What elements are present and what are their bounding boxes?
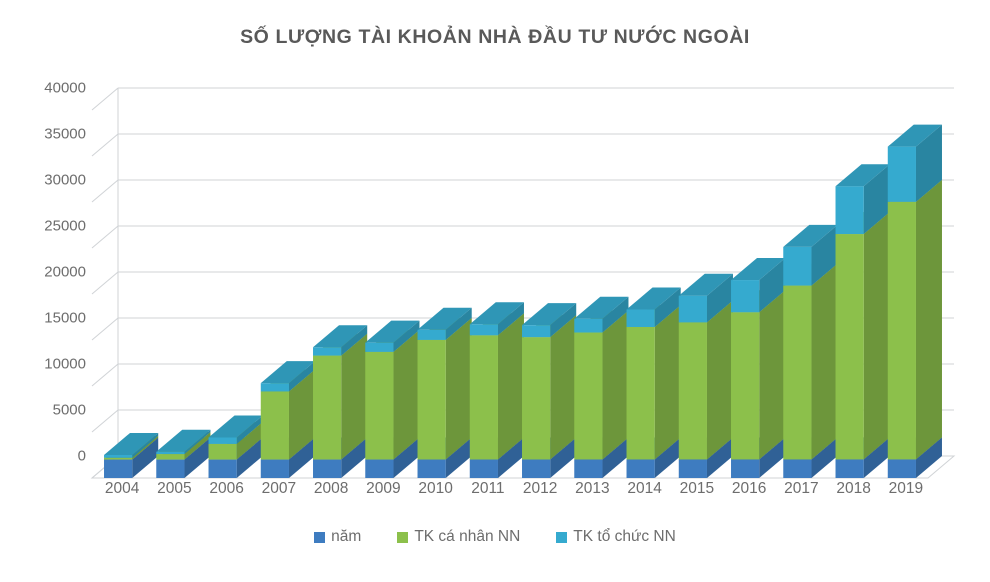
chart-title: SỐ LƯỢNG TÀI KHOẢN NHÀ ĐẦU TƯ NƯỚC NGOÀI [240, 26, 750, 48]
legend-item[interactable]: TK cá nhân NN [397, 528, 520, 546]
x-axis-tick-label: 2013 [575, 480, 610, 497]
bar-column[interactable] [731, 258, 786, 478]
bar-column[interactable] [522, 303, 577, 478]
y-axis-tick-label: 35000 [44, 125, 86, 143]
x-axis-tick-label: 2015 [679, 480, 715, 497]
x-axis-tick-label: 2018 [836, 480, 871, 497]
x-axis: 2004 2005 2006 2007 2008 2009 2010 2011 2012 2013… [92, 480, 954, 506]
bar-column[interactable] [208, 415, 263, 478]
x-axis-tick-label: 2019 [888, 480, 924, 497]
x-axis-tick-label: 2010 [418, 480, 453, 497]
chart-legend: năm TK cá nhân NN TK tổ chức NN [0, 528, 990, 546]
bar-column[interactable] [783, 224, 838, 478]
y-axis-tick-label: 15000 [44, 309, 86, 327]
x-axis-tick-label: 2014 [627, 480, 662, 497]
bar-column[interactable] [365, 320, 420, 478]
y-axis: 40000 35000 30000 25000 20000 15000 10000 5000 0 [0, 80, 86, 478]
legend-swatch-icon [314, 531, 326, 543]
bar-column[interactable] [835, 164, 890, 478]
x-axis-tick-label: 2012 [522, 480, 558, 497]
bar-column[interactable] [469, 302, 524, 478]
y-axis-tick-label: 10000 [44, 355, 86, 373]
x-axis-tick-label: 2007 [261, 480, 297, 497]
legend-swatch-icon [556, 531, 568, 543]
x-axis-tick-label: 2009 [366, 480, 401, 497]
legend-label: TK tổ chức NN [573, 528, 676, 545]
chart-plot-svg [90, 87, 956, 479]
bar-column[interactable] [260, 361, 315, 478]
bar-column[interactable] [626, 287, 681, 478]
bar-column[interactable] [313, 325, 368, 478]
legend-label: TK cá nhân NN [414, 528, 521, 545]
bar-column[interactable] [417, 307, 472, 478]
x-axis-tick-label: 2004 [104, 480, 140, 497]
legend-swatch-icon [397, 531, 409, 543]
y-axis-tick-label: 20000 [44, 263, 86, 281]
x-axis-tick-label: 2005 [157, 480, 192, 497]
legend-item[interactable]: năm [314, 528, 361, 546]
bar-column[interactable] [574, 296, 629, 478]
y-axis-tick-label: 30000 [44, 171, 86, 189]
y-axis-tick-label: 25000 [44, 217, 86, 235]
x-axis-tick-label: 2011 [471, 480, 505, 497]
plot-area [90, 87, 956, 479]
x-axis-tick-label: 2008 [313, 480, 349, 497]
y-axis-tick-label: 5000 [52, 401, 86, 419]
x-axis-tick-label: 2016 [731, 480, 767, 497]
x-axis-tick-label: 2006 [209, 480, 244, 497]
bar-column[interactable] [104, 432, 159, 478]
y-axis-tick-label: 0 [77, 447, 86, 465]
x-axis-tick-label: 2017 [784, 480, 819, 497]
bar-column[interactable] [887, 124, 942, 478]
bar-column[interactable] [156, 429, 211, 478]
legend-item[interactable]: TK tổ chức NN [556, 528, 676, 546]
bar-column[interactable] [678, 273, 733, 478]
legend-label: năm [331, 528, 362, 545]
y-axis-tick-label: 40000 [44, 79, 86, 97]
